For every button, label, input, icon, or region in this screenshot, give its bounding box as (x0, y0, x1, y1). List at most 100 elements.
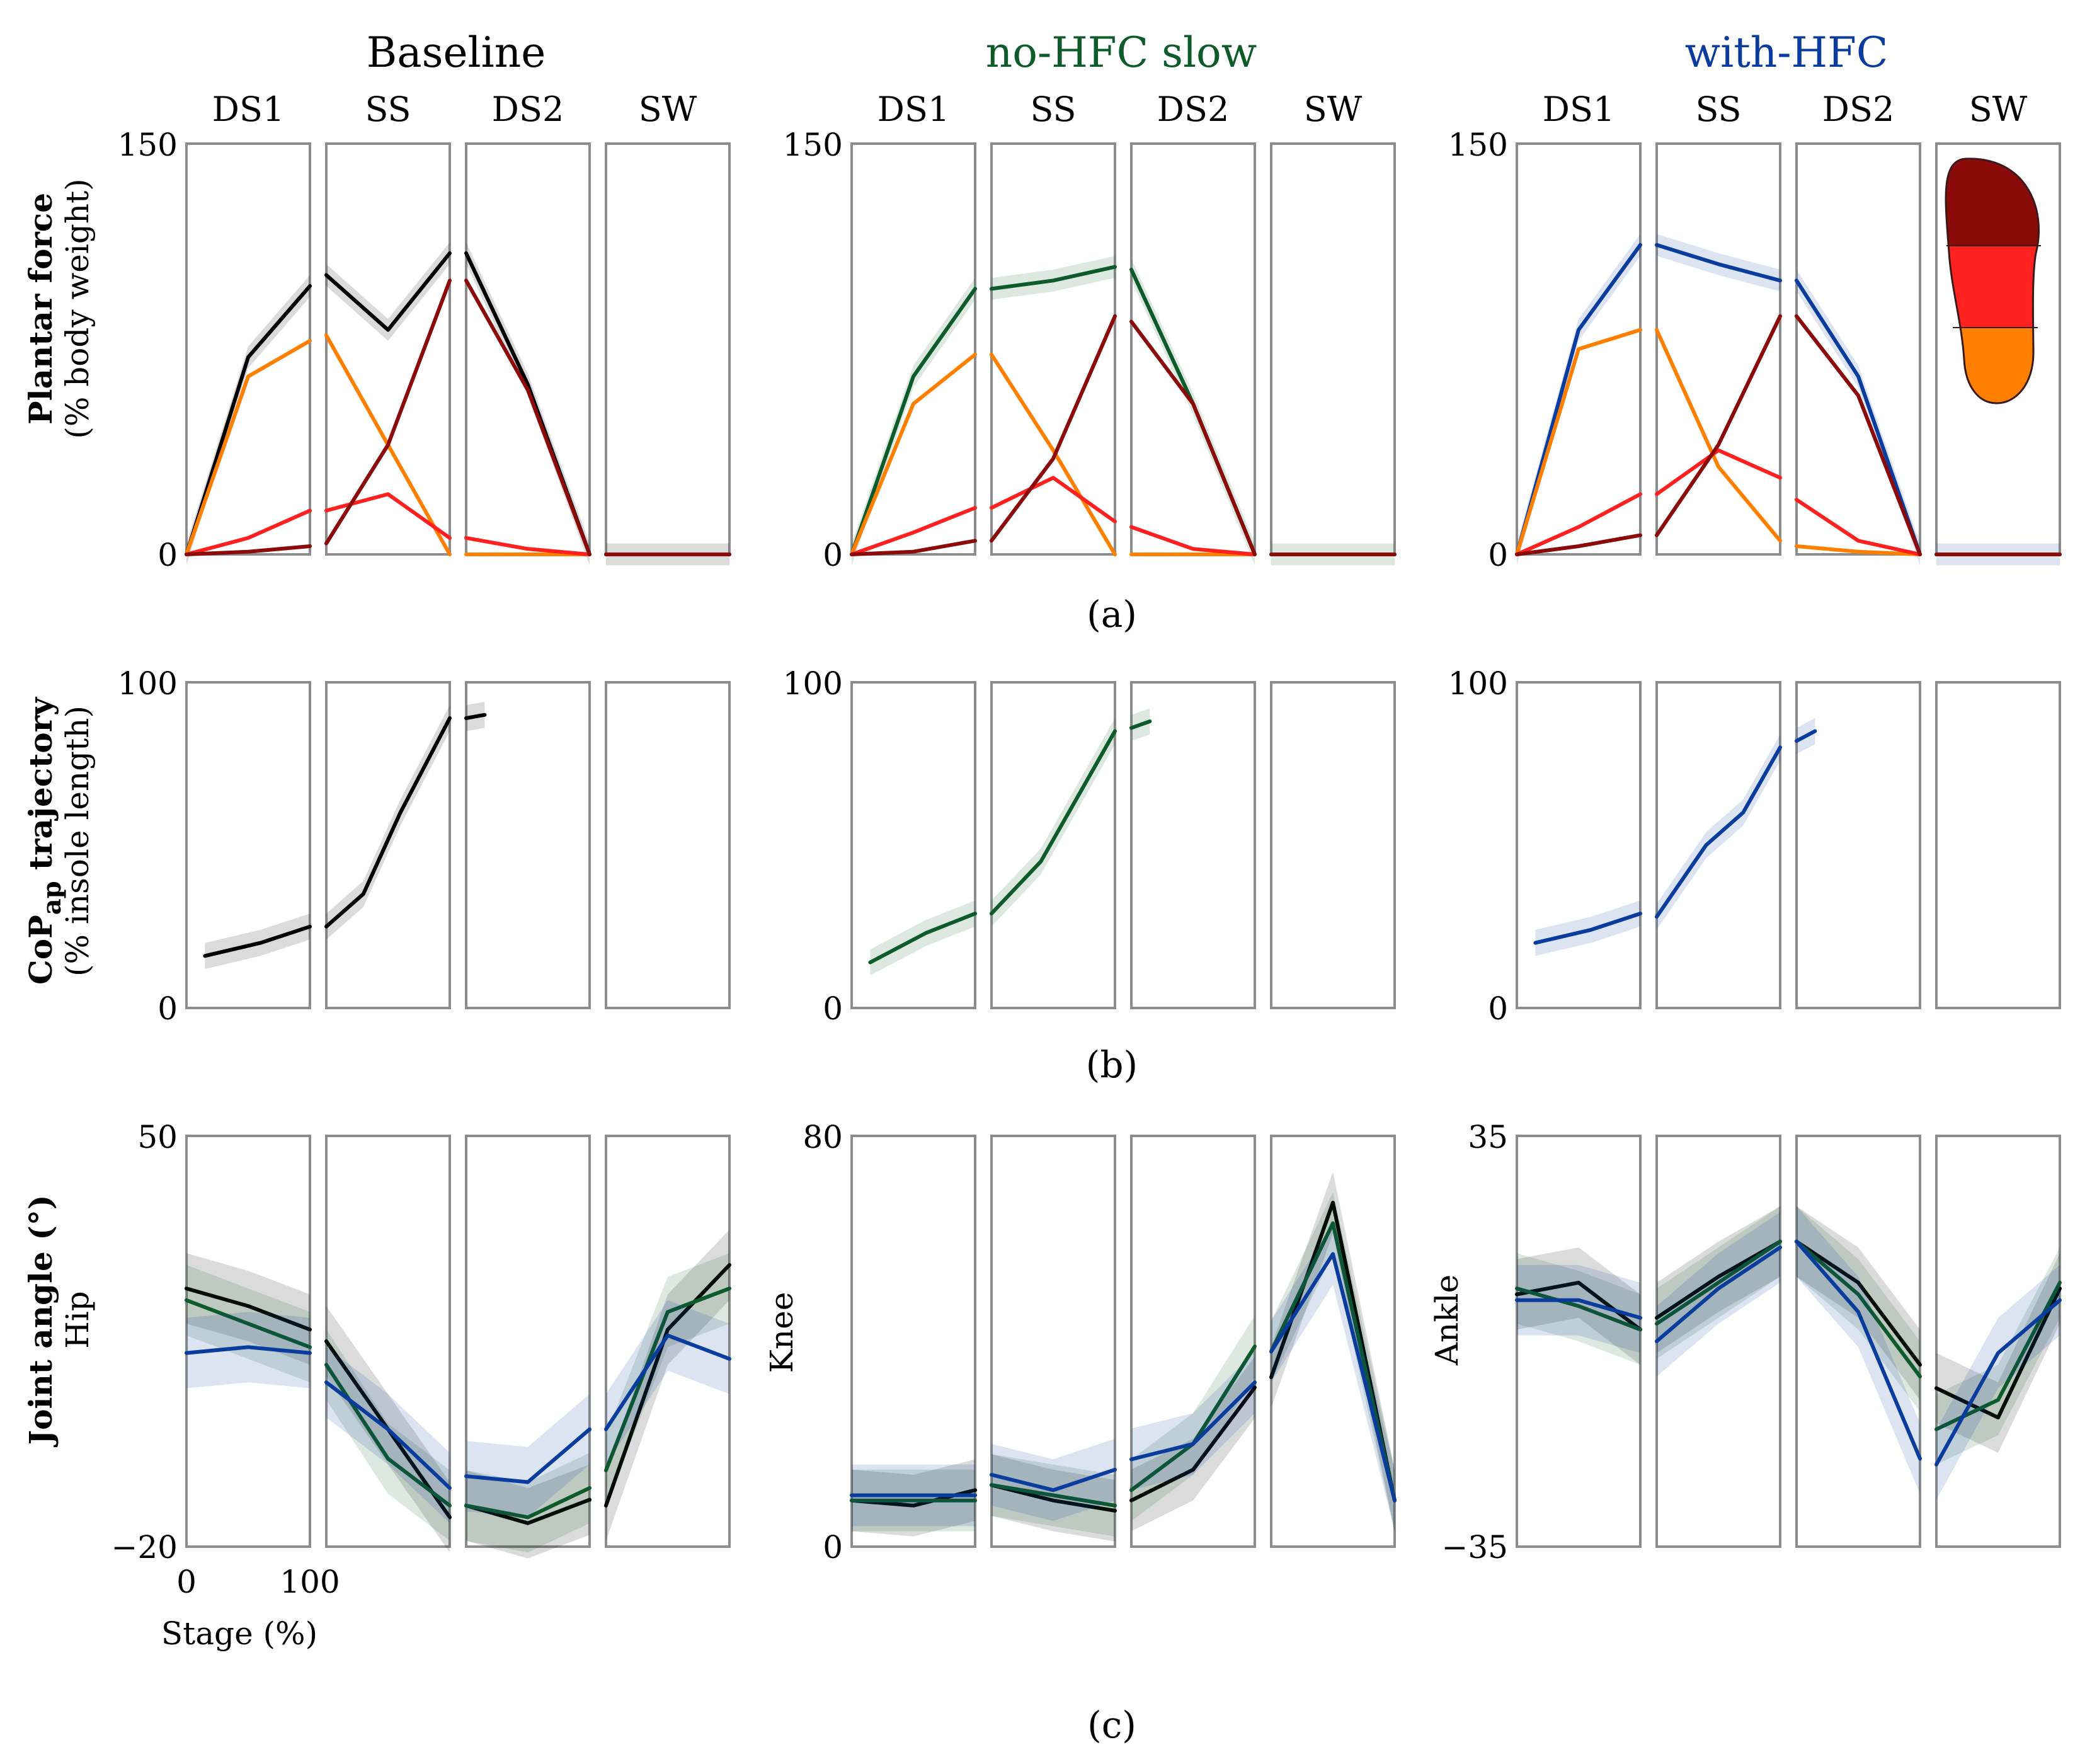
panel-b-col2-sw (1270, 681, 1396, 1009)
ytick-b-min-1: 0 (157, 990, 178, 1027)
angle-line-ankle-s0-sw (1934, 1286, 2062, 1420)
insole-heel-zone (1946, 328, 2039, 403)
ytick-a-max-1: 150 (118, 127, 178, 163)
stage-label-ss-col2: SS (1030, 89, 1076, 129)
panel-c-col2-ss (990, 1135, 1116, 1548)
col-title-baseline: Baseline (367, 28, 546, 77)
panel-b-col1-sw (605, 681, 731, 1009)
cop-line-col3-ss (1655, 745, 1782, 919)
ytick-a-min-3: 0 (1488, 537, 1508, 573)
angle-line-hip-s2-ss-band (326, 1347, 450, 1523)
angle-line-hip-s2-ds1-band (186, 1312, 310, 1389)
force-line-col1-s0-ss-band (326, 242, 450, 341)
angle-line-ankle-s1-ds2 (1795, 1239, 1922, 1378)
angle-line-hip-s1-sw-band (606, 1253, 729, 1506)
panel-b-col1-ds2 (465, 681, 591, 1009)
stage-label-sw-col2: SW (1304, 89, 1363, 129)
force-line-col2-s3-ss (990, 314, 1117, 543)
panel-c-col2-ds2 (1130, 1135, 1256, 1548)
ytick-ankle-max: 35 (1468, 1119, 1508, 1155)
row-c-ankle-ylabel: Ankle (1429, 1274, 1465, 1366)
force-line-col1-s0-ds1 (185, 284, 312, 556)
xtick-0: 0 (176, 1564, 197, 1600)
angle-line-knee-s1-ds2-band (1131, 1315, 1255, 1521)
force-line-col3-s2-ds1 (1515, 492, 1642, 556)
cop-line-col3-ds1 (1533, 912, 1642, 945)
angle-line-ankle-s1-ds1 (1515, 1286, 1642, 1332)
force-line-col2-s0-ds2-band (1131, 258, 1255, 566)
row-b-ylabel: CoPap trajectory (% insole length) (22, 696, 96, 985)
angle-line-knee-s2-sw-band (1271, 1223, 1395, 1532)
force-line-col2-s0-ss-band (991, 256, 1115, 300)
panel-b-col3-ds2 (1795, 681, 1921, 1009)
row-a-ylabel: Plantar force (% body weight) (22, 178, 96, 438)
panel-c-col2-ds1 (850, 1135, 976, 1548)
stage-label-ss-col1: SS (365, 89, 411, 129)
panel-c-col3-sw (1935, 1135, 2061, 1548)
angle-line-knee-s2-ds2-band (1131, 1351, 1255, 1491)
ytick-ankle-min: −35 (1441, 1529, 1508, 1566)
force-line-col1-s2-ds2 (464, 536, 591, 556)
panel-c-col3-ds2 (1795, 1135, 1921, 1548)
force-line-col2-s2-ss (990, 476, 1117, 524)
stage-label-ds2-col2: DS2 (1157, 89, 1230, 129)
force-line-col3-s3-ds2 (1795, 314, 1922, 556)
cop-line-col1-ss (324, 716, 452, 929)
angle-line-hip-s0-sw-band (606, 1230, 729, 1541)
panel-b-col2-ds2 (1130, 681, 1256, 1009)
angle-line-ankle-s1-ds1-band (1517, 1253, 1640, 1365)
x-axis-label: Stage (%) (161, 1615, 317, 1652)
panel-b-col3-ds1 (1516, 681, 1642, 1009)
force-line-col3-s1-ds1 (1515, 328, 1642, 556)
row-c-ylabel: Joint angle (°) Hip (22, 1194, 96, 1447)
panel-a-col1-ds1 (185, 142, 311, 556)
angle-line-knee-s0-ds2 (1129, 1385, 1257, 1503)
panel-a-col2-ss (990, 142, 1116, 556)
ytick-b-min-3: 0 (1488, 990, 1508, 1027)
force-line-col1-s2-ss (324, 492, 452, 540)
angle-line-ankle-s2-ss-band (1657, 1212, 1780, 1377)
ytick-b-max-3: 100 (1448, 665, 1508, 702)
xtick-100: 100 (280, 1564, 340, 1600)
force-line-col2-s1-ss (990, 352, 1117, 556)
angle-line-ankle-s0-ds1 (1515, 1280, 1642, 1332)
angle-line-ankle-s1-ds2-band (1797, 1206, 1920, 1412)
ytick-a-max-3: 150 (1448, 127, 1508, 163)
angle-line-hip-s1-ds2 (464, 1486, 591, 1520)
row-a-ylabel-bold: Plantar force (22, 193, 59, 425)
angle-line-ankle-s2-ds2 (1795, 1239, 1922, 1461)
cop-line-col1-ss-band (326, 705, 450, 940)
caption-c: (c) (1087, 1704, 1136, 1746)
cop-line-col2-ds1-band (870, 900, 975, 976)
panel-b-col2-ds1 (850, 681, 976, 1009)
ytick-hip-max: 50 (137, 1119, 178, 1155)
angle-line-knee-s2-sw (1269, 1252, 1397, 1503)
cop-line-col2-ds1 (868, 912, 977, 965)
angle-line-hip-s2-ds1 (185, 1345, 312, 1355)
angle-line-ankle-s2-ss (1655, 1246, 1782, 1343)
angle-line-hip-s2-sw-band (606, 1300, 729, 1465)
angle-line-ankle-s1-sw (1934, 1280, 2062, 1431)
stage-label-ds2-col3: DS2 (1822, 89, 1895, 129)
force-line-col2-s3-ds2 (1129, 319, 1257, 556)
angle-line-hip-s2-ss (324, 1380, 452, 1490)
panel-a-col2-sw (1270, 142, 1396, 556)
insole-outline (1945, 158, 2040, 404)
force-line-col3-s3-ds1 (1515, 533, 1642, 556)
angle-line-knee-s0-ss-band (991, 1454, 1115, 1542)
row-a-ylabel-unit: (% body weight) (59, 178, 96, 438)
angle-line-hip-s1-ss-band (326, 1329, 450, 1541)
force-line-col3-s0-ds2 (1795, 278, 1922, 556)
cop-line-col2-ss-band (991, 718, 1115, 927)
force-line-col2-s0-ds1 (850, 287, 977, 556)
cop-line-col2-ds2 (1129, 719, 1152, 730)
cop-line-col2-ss (990, 729, 1117, 916)
angle-line-ankle-s2-ds1-band (1517, 1264, 1640, 1353)
angle-line-knee-s2-ss-band (991, 1438, 1115, 1521)
row-b-ylabel-main: CoP (22, 915, 59, 985)
caption-b: (b) (1086, 1043, 1138, 1086)
force-line-col2-s2-ds1 (850, 506, 977, 556)
angle-line-hip-s2-ds2 (464, 1427, 591, 1484)
panel-c-col3-ds1 (1516, 1135, 1642, 1548)
